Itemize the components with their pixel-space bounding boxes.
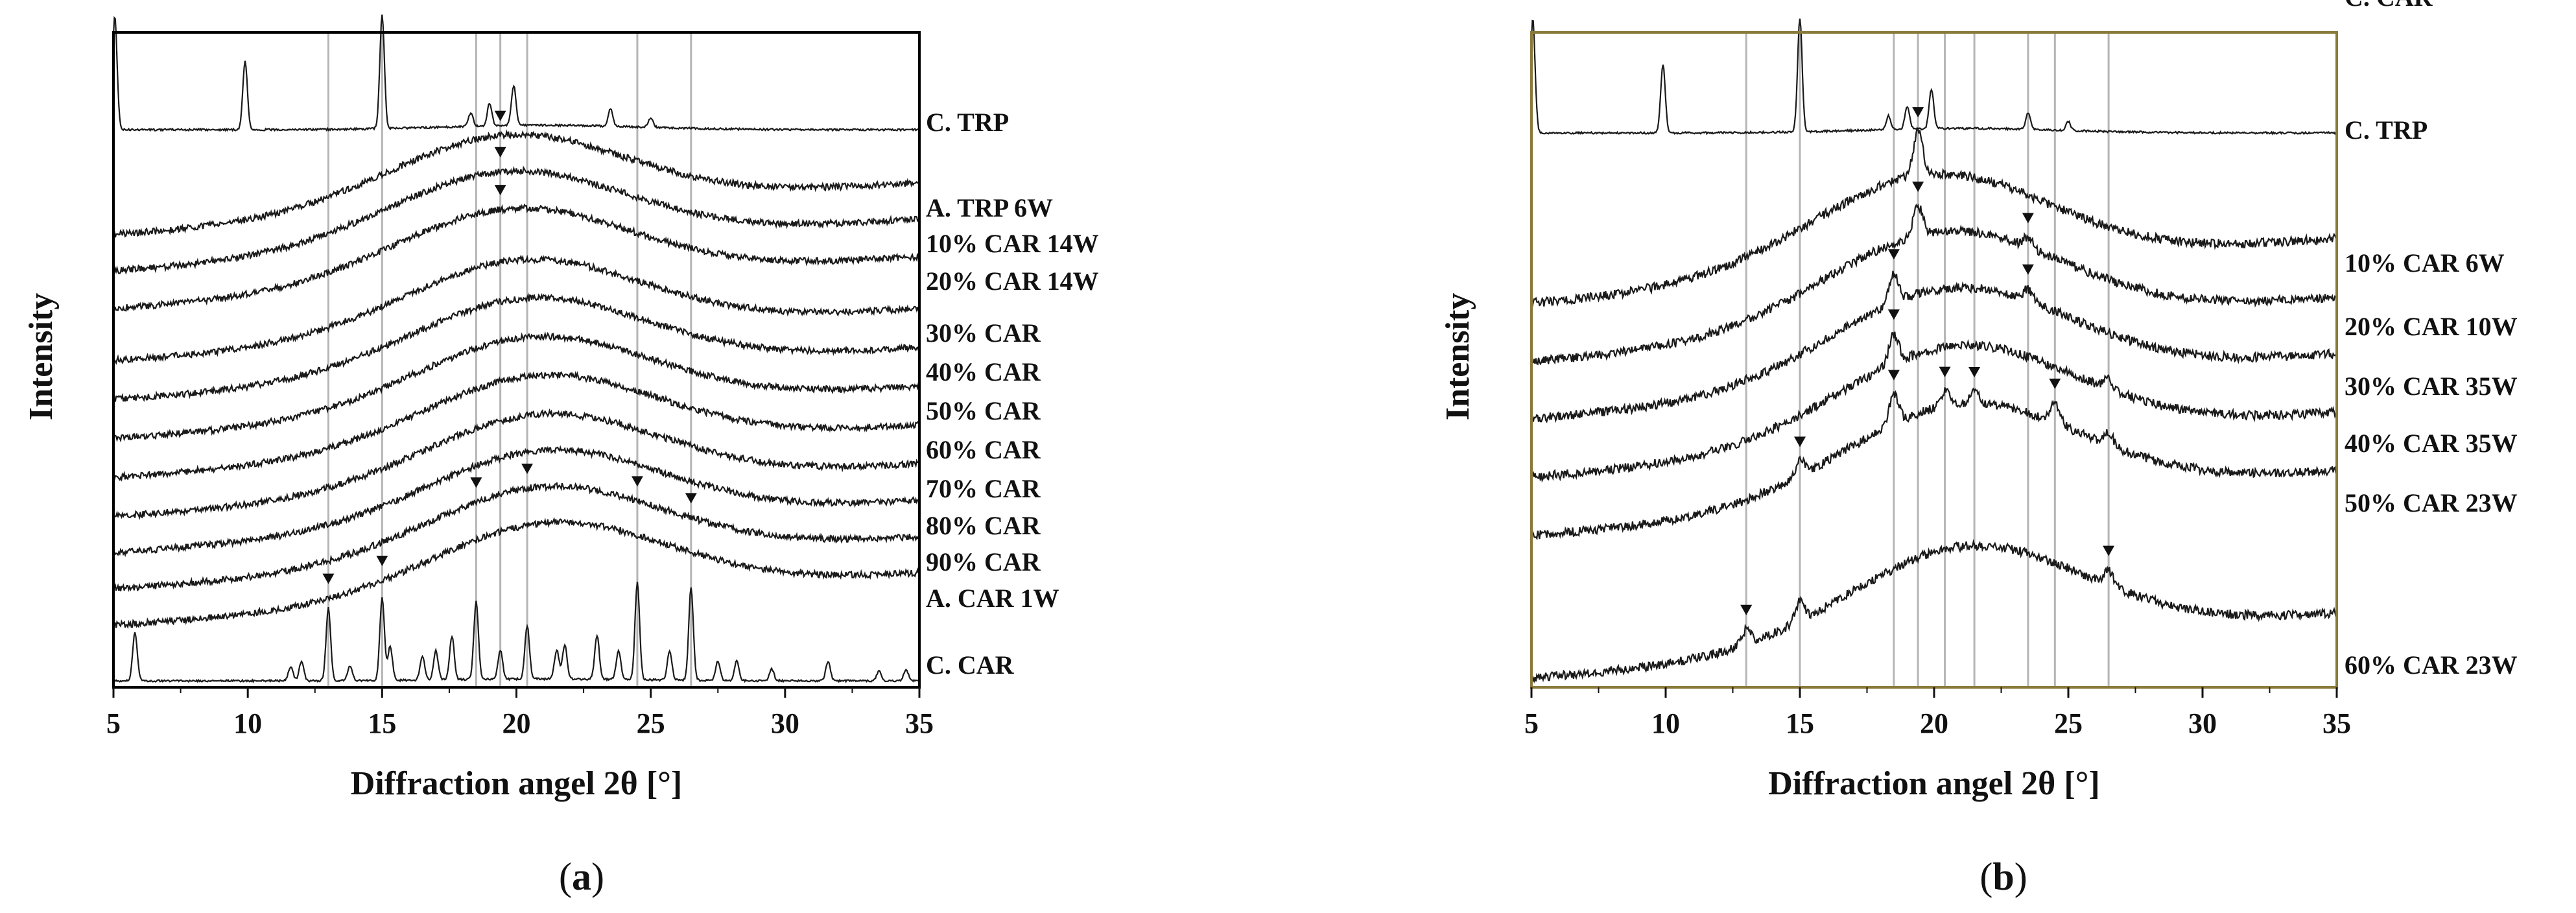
series-label: 10% CAR 6W — [2345, 248, 2505, 278]
series-line — [1530, 331, 2338, 483]
peak-marker — [494, 147, 506, 158]
x-axis-label: Diffraction angel 2θ [°] — [351, 765, 683, 802]
series-label: 90% CAR — [926, 547, 1041, 576]
series-label: 40% CAR 35W — [2345, 429, 2518, 458]
peak-marker — [470, 477, 482, 488]
series-label: 30% CAR — [926, 318, 1041, 348]
series-label: 80% CAR — [926, 511, 1041, 540]
peak-marker — [1968, 366, 1981, 377]
series-line — [1531, 203, 2338, 366]
series-label: C. CAR — [2345, 0, 2433, 12]
x-tick-label: 10 — [233, 707, 262, 739]
series-label: 30% CAR 35W — [2345, 372, 2518, 401]
panel-a: C. TRP A. TRP 6W 10% CAR 14W 20% CAR 14W 30%… — [23, 14, 1099, 802]
peak-marker — [376, 556, 388, 567]
x-tick-label: 20 — [1920, 707, 1948, 739]
series-label: A. CAR 1W — [926, 584, 1059, 613]
series-label: C. TRP — [926, 108, 1009, 137]
series-line — [113, 165, 921, 275]
x-tick-label: 15 — [368, 707, 396, 739]
peak-marker — [1912, 182, 1924, 193]
series-line — [112, 517, 921, 630]
peak-marker — [1887, 370, 1900, 381]
series-label: 70% CAR — [926, 474, 1041, 503]
series-line — [113, 203, 920, 312]
x-axis-label: Diffraction angel 2θ [°] — [1768, 765, 2100, 802]
peak-marker — [685, 493, 697, 504]
peak-marker — [2022, 213, 2034, 224]
series-line — [1530, 270, 2337, 423]
x-tick-label: 35 — [905, 707, 934, 739]
series-label: C. CAR — [926, 650, 1015, 680]
series-line — [112, 445, 921, 558]
plot-frame — [1530, 31, 2338, 689]
x-tick-label: 20 — [502, 707, 531, 739]
series-label: 60% CAR 23W — [2345, 650, 2518, 680]
series-line — [112, 292, 920, 403]
series-line — [112, 14, 920, 132]
peak-marker — [1740, 604, 1753, 615]
x-tick-label: 10 — [1651, 707, 1680, 739]
peak-marker — [1887, 249, 1900, 260]
series-label: 50% CAR — [926, 396, 1041, 425]
peak-marker — [1939, 366, 1951, 377]
peak-marker — [2103, 545, 2115, 556]
peak-marker — [521, 464, 534, 475]
peak-marker — [2049, 378, 2061, 389]
peak-marker — [631, 476, 643, 487]
panel-b: C. TRP 10% CAR 6W 20% CAR 10W 30% CAR 35W 40… — [1439, 0, 2518, 802]
x-tick-label: 5 — [106, 707, 121, 739]
series-label: 40% CAR — [926, 357, 1041, 386]
series-line — [1531, 126, 2338, 307]
peak-marker — [494, 185, 506, 196]
series-line — [1530, 387, 2337, 541]
series-label: 50% CAR 23W — [2345, 488, 2518, 517]
peak-marker — [1887, 309, 1900, 320]
x-tick-label: 35 — [2322, 707, 2351, 739]
peak-marker — [1794, 436, 1806, 447]
series-label: C. TRP — [2345, 115, 2428, 145]
series-line — [112, 482, 920, 593]
y-axis-label: Intensity — [23, 293, 60, 420]
series-line — [113, 408, 920, 520]
series-label: 20% CAR 10W — [2345, 312, 2518, 341]
x-tick-label: 15 — [1786, 707, 1814, 739]
peak-marker — [322, 573, 335, 584]
series-line — [112, 129, 919, 238]
series-label: 20% CAR 14W — [926, 267, 1099, 296]
series-line — [113, 370, 921, 482]
series-label: A. TRP 6W — [926, 193, 1053, 222]
x-tick-label: 5 — [1524, 707, 1539, 739]
series-label: 10% CAR 14W — [926, 229, 1099, 258]
x-tick-label: 30 — [771, 707, 799, 739]
peak-marker — [1912, 107, 1924, 118]
y-axis-label: Intensity — [1439, 293, 1476, 420]
series-line — [1531, 539, 2338, 684]
x-tick-label: 25 — [2054, 707, 2083, 739]
series-label: 60% CAR — [926, 435, 1041, 464]
series-line — [1530, 18, 2337, 136]
peak-marker — [494, 110, 506, 121]
x-tick-label: 30 — [2188, 707, 2217, 739]
series-line — [112, 331, 920, 443]
caption-panel-b: (b) — [1979, 855, 2027, 898]
series-line — [112, 254, 921, 365]
x-tick-label: 25 — [637, 707, 665, 739]
peak-marker — [2022, 264, 2034, 275]
series-line — [113, 582, 920, 683]
caption-panel-a: (a) — [559, 855, 604, 898]
